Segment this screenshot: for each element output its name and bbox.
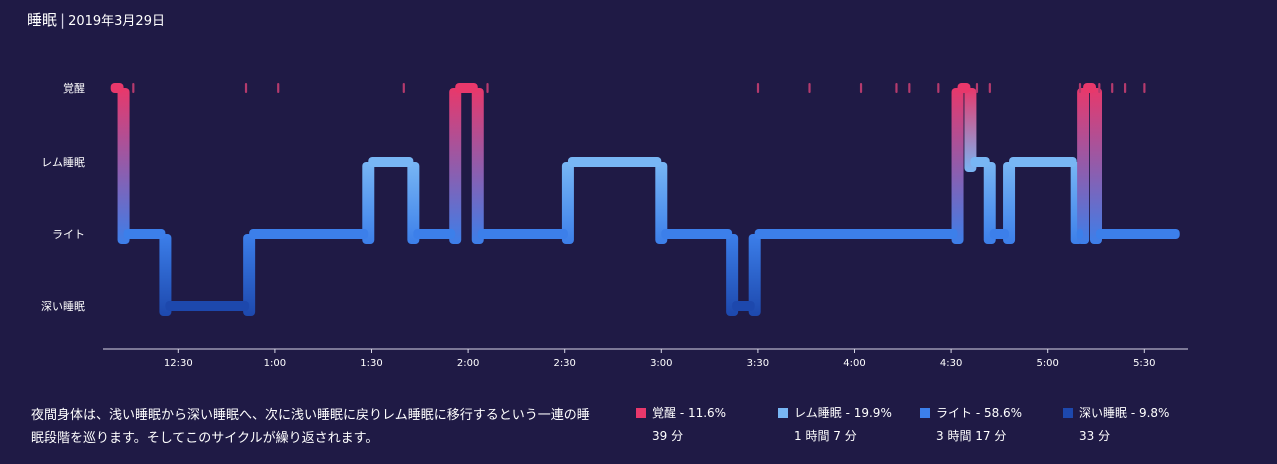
stage-segment-17 [1083, 83, 1096, 93]
stage-segment-7 [477, 229, 568, 239]
stage-connector-6 [471, 88, 484, 244]
sleep-description: 夜間身体は、浅い睡眠から深い睡眠へ、次に浅い睡眠に戻りレム睡眠に移行するという一… [31, 408, 590, 446]
legend-label-deep: 深い睡眠 - 9.8% [1079, 406, 1170, 420]
y-axis-label-0: 覚醒 [63, 82, 85, 95]
brief-awakening-10 [937, 83, 940, 93]
legend-swatch-light [920, 408, 930, 418]
legend-duration-light: 3 時間 17 分 [936, 429, 1007, 443]
stage-connector-3 [362, 162, 375, 244]
brief-awakening-12 [988, 83, 991, 93]
x-tick-label-1: 1:00 [264, 358, 286, 369]
stage-segment-14 [989, 229, 1010, 239]
stage-connector-9 [726, 234, 739, 316]
y-axis-label-2: ライト [52, 228, 85, 241]
stage-connector-0 [117, 88, 130, 244]
stage-segment-11 [754, 229, 958, 239]
stage-segment-2 [165, 301, 250, 311]
stage-connector-17 [1090, 88, 1102, 244]
page-title: 睡眠 | 2019年3月29日 [27, 9, 165, 30]
x-tick-label-9: 5:00 [1036, 358, 1058, 369]
brief-awakening-1 [244, 83, 248, 93]
legend-item-rem: レム睡眠 - 19.9% 1 時間 7 分 [778, 404, 892, 444]
legend-label-awake: 覚醒 - 11.6% [652, 406, 727, 420]
stage-segment-8 [567, 157, 662, 167]
stage-segment-18 [1096, 229, 1180, 239]
brief-awakening-8 [895, 83, 898, 93]
legend-swatch-deep [1063, 408, 1073, 418]
stage-segment-3 [249, 229, 369, 239]
brief-awakening-6 [808, 83, 811, 93]
legend-label-light: ライト - 58.6% [936, 406, 1023, 420]
x-tick-label-3: 2:00 [457, 358, 479, 369]
brief-awakening-9 [908, 83, 911, 93]
x-tick-label-0: 12:30 [164, 358, 193, 369]
stage-connector-1 [159, 234, 172, 316]
x-tick-label-4: 2:30 [553, 358, 575, 369]
x-tick-label-6: 3:30 [747, 358, 769, 369]
stage-connector-16 [1077, 88, 1090, 244]
title-date: 2019年3月29日 [68, 14, 165, 29]
brief-awakening-2 [277, 83, 280, 93]
brief-awakening-16 [1123, 83, 1127, 93]
y-axis-label-3: 深い睡眠 [41, 300, 85, 313]
legend-duration-awake: 39 分 [652, 429, 684, 443]
brief-awakening-4 [486, 83, 489, 93]
brief-awakening-11 [975, 83, 979, 93]
stage-connector-14 [1003, 162, 1016, 244]
title-label: 睡眠 [27, 11, 58, 29]
stage-connector-5 [449, 88, 462, 244]
stage-segment-4 [368, 157, 414, 167]
brief-awakening-14 [1098, 83, 1101, 93]
legend-swatch-rem [778, 408, 788, 418]
brief-awakening-5 [756, 83, 760, 93]
stage-segment-0 [110, 83, 124, 93]
legend-duration-deep: 33 分 [1079, 429, 1111, 443]
legend-item-awake: 覚醒 - 11.6% 39 分 [636, 404, 726, 444]
stage-connector-13 [983, 162, 996, 244]
legend-label-rem: レム睡眠 - 19.9% [794, 406, 892, 420]
stage-segment-13 [970, 157, 990, 167]
stage-segment-6 [455, 83, 478, 93]
x-tick-label-7: 4:00 [843, 358, 865, 369]
legend-swatch-awake [636, 408, 646, 418]
stage-segment-5 [413, 229, 456, 239]
stage-segment-10 [732, 301, 755, 311]
legend-item-deep: 深い睡眠 - 9.8% 33 分 [1063, 404, 1169, 444]
y-axis-label-1: レム睡眠 [41, 156, 85, 169]
stage-segment-12 [957, 83, 971, 93]
stage-segment-1 [123, 229, 166, 239]
stage-connector-4 [407, 162, 420, 244]
legend-item-light: ライト - 58.6% 3 時間 17 分 [920, 404, 1022, 444]
stage-connector-11 [951, 88, 964, 244]
brief-awakening-7 [859, 83, 863, 93]
title-separator: | [60, 11, 66, 29]
stage-connector-2 [243, 234, 256, 316]
stage-connector-12 [964, 88, 977, 172]
brief-awakening-13 [1078, 83, 1082, 93]
brief-awakening-17 [1143, 83, 1146, 93]
x-tick-label-10: 5:30 [1133, 358, 1155, 369]
stage-connector-8 [655, 162, 668, 244]
stage-connector-10 [748, 234, 761, 316]
legend-duration-rem: 1 時間 7 分 [794, 429, 857, 443]
brief-awakening-15 [1111, 83, 1114, 93]
x-tick-label-8: 4:30 [940, 358, 962, 369]
x-tick-label-5: 3:00 [650, 358, 672, 369]
x-tick-label-2: 1:30 [360, 358, 382, 369]
stage-segment-15 [1009, 157, 1077, 167]
brief-awakening-0 [132, 83, 135, 93]
stage-segment-16 [1076, 229, 1084, 239]
stage-segment-9 [661, 229, 733, 239]
brief-awakening-3 [402, 83, 405, 93]
stage-connector-7 [561, 162, 574, 244]
